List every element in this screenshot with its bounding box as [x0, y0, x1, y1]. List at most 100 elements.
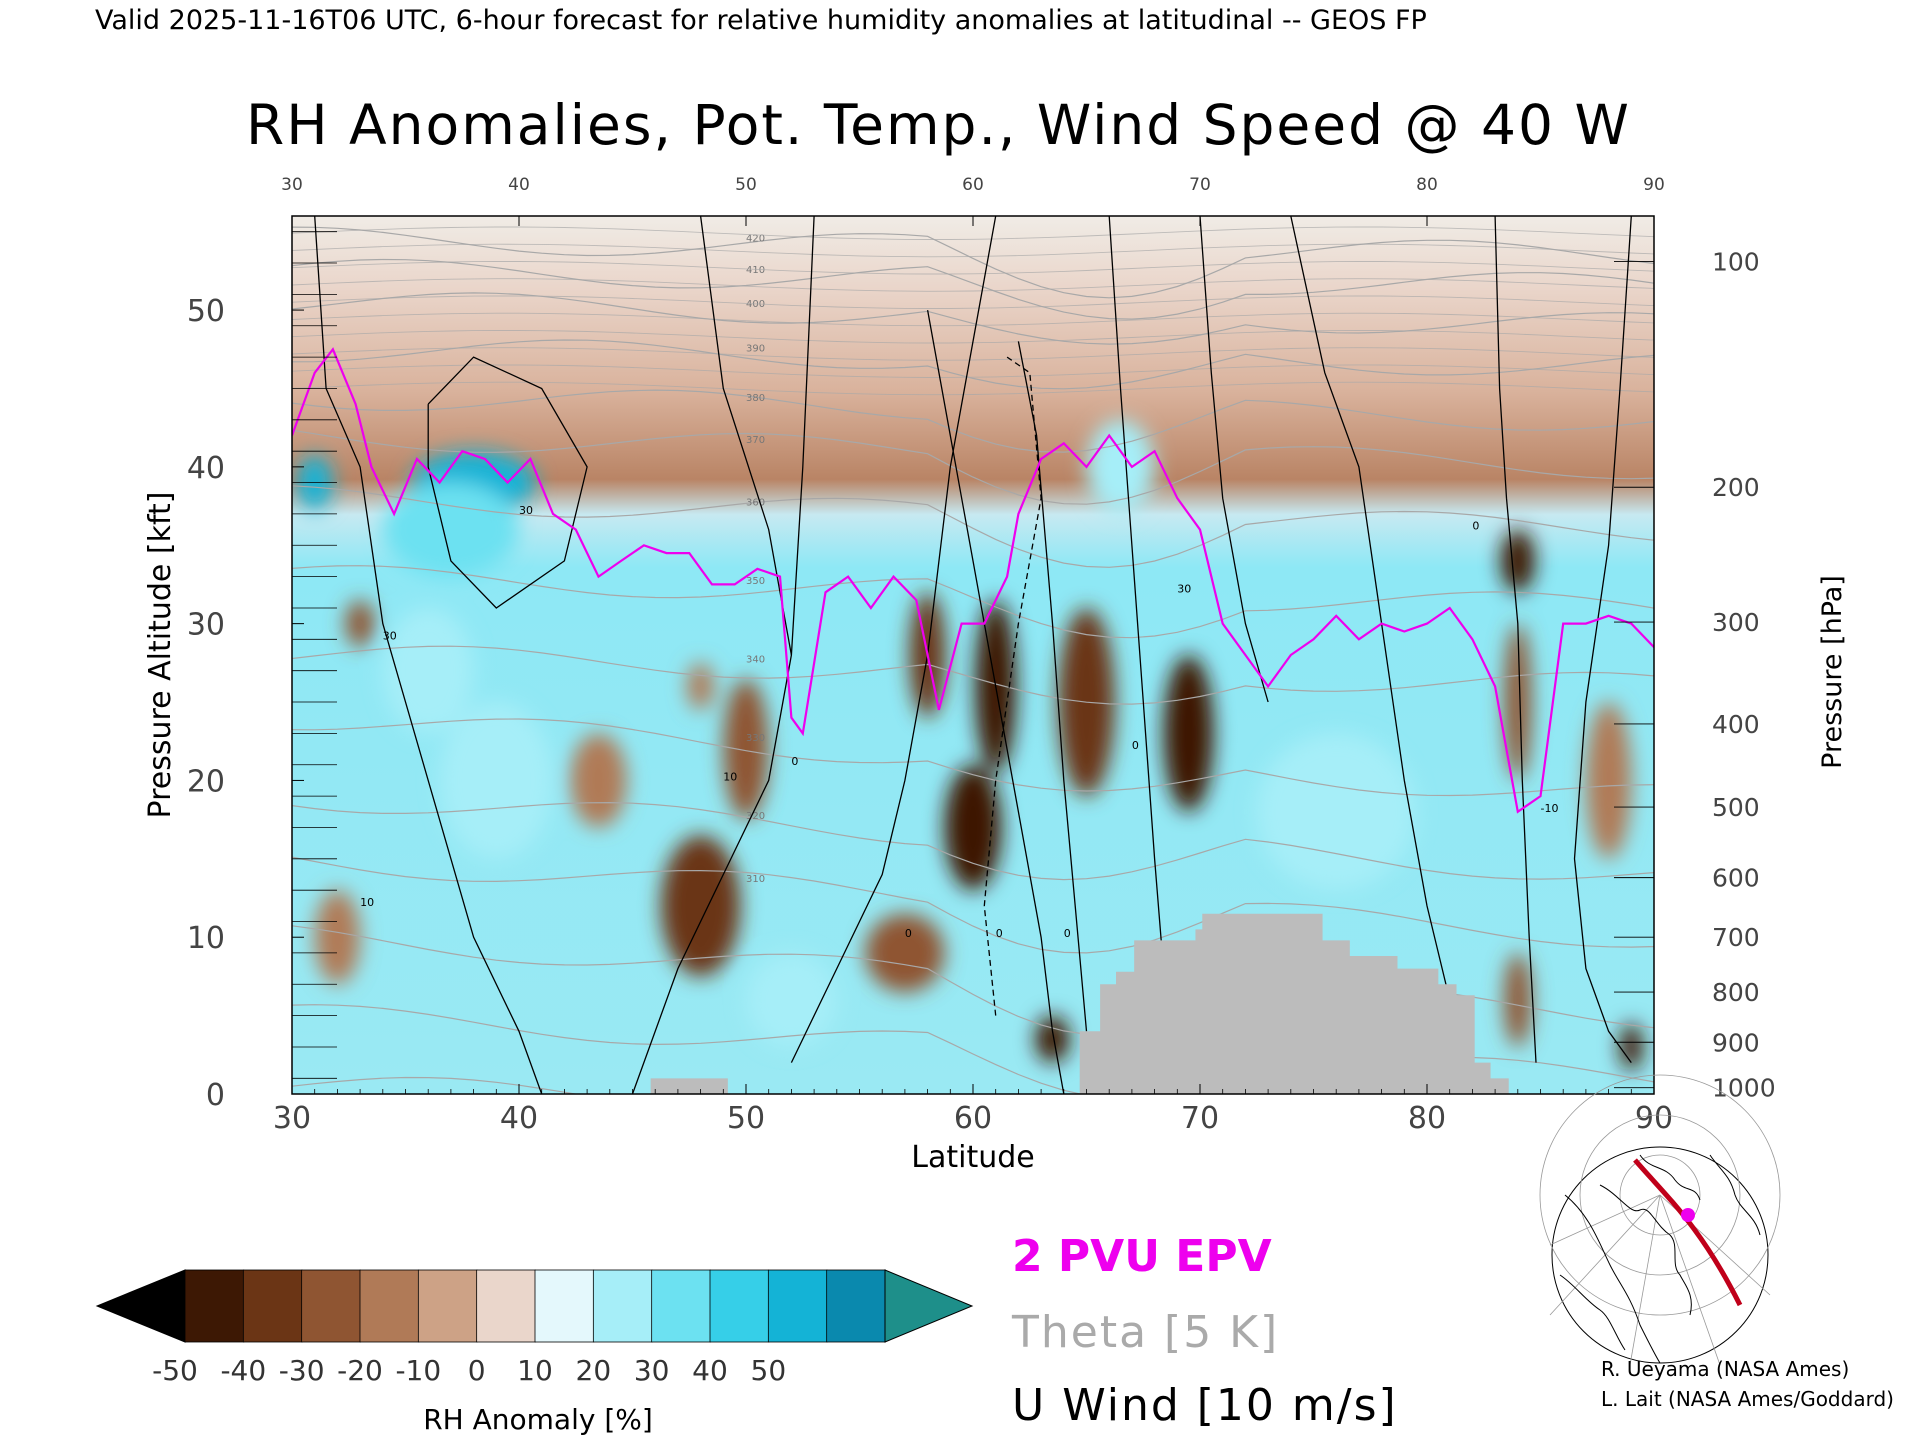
- locator-map-section-line: [1633, 1158, 1743, 1307]
- theta-label-410: 410: [746, 265, 765, 276]
- rh-anomaly-region-15: [865, 913, 945, 993]
- theta-contour-330: [292, 718, 1654, 797]
- theta-contour-340: [292, 645, 1654, 705]
- colorbar-high-arrow: [884, 1269, 974, 1343]
- x-tick-label-70: 70: [1181, 1101, 1219, 1136]
- rh-anomaly-region-7: [686, 662, 715, 710]
- pressure-tick-label-1000: 1000: [1712, 1074, 1776, 1103]
- y-tick-label-20: 20: [187, 764, 225, 799]
- x-top-tick-label-70: 70: [1189, 175, 1211, 195]
- theta-label-330: 330: [746, 733, 765, 744]
- x-tick-label-90: 90: [1635, 1101, 1673, 1136]
- colorbar-tick-20: 20: [576, 1354, 612, 1387]
- tropopause-2pvu-line: [292, 347, 1654, 814]
- theta-label-320: 320: [746, 811, 765, 822]
- theta-label-350: 350: [746, 576, 765, 587]
- x-tick-label-40: 40: [500, 1101, 538, 1136]
- rh-anomaly-region-23: [1256, 733, 1416, 891]
- x-top-tick-label-60: 60: [962, 175, 984, 195]
- theta-label-390: 390: [746, 343, 765, 354]
- pressure-tick-label-900: 900: [1712, 1028, 1760, 1057]
- u-wind-label-8: 30: [1177, 582, 1191, 595]
- colorbar-tick--40: -40: [220, 1354, 266, 1387]
- u-wind-label-0: 30: [383, 629, 397, 642]
- theta-label-360: 360: [746, 498, 765, 509]
- colorbar-bin-8: [651, 1269, 711, 1343]
- pressure-tick-label-800: 800: [1712, 978, 1760, 1007]
- theta-contour-350: [292, 565, 1654, 639]
- theta-label-370: 370: [746, 435, 765, 446]
- y-tick-label-40: 40: [187, 451, 225, 486]
- credit-line-1: R. Ueyama (NASA Ames): [1601, 1357, 1849, 1381]
- u-wind-contour-3: [699, 216, 793, 656]
- colorbar-tick-0: 0: [468, 1354, 486, 1387]
- theta-upper-contour-6: [292, 278, 1654, 292]
- colorbar-bin-11: [826, 1269, 886, 1343]
- pressure-tick-label-100: 100: [1712, 247, 1760, 276]
- theta-upper-contour-4: [292, 312, 1654, 327]
- colorbar-tick--50: -50: [152, 1354, 198, 1387]
- u-wind-contour-10: [1494, 216, 1537, 1063]
- rh-anomaly-region-21: [1619, 1023, 1643, 1071]
- x-tick-label-50: 50: [727, 1101, 765, 1136]
- theta-upper-contour-1: [292, 364, 1654, 378]
- theta-label-400: 400: [746, 299, 765, 310]
- colorbar-bin-1: [242, 1269, 303, 1343]
- colorbar-low-arrow: [95, 1269, 186, 1343]
- y-axis-right-label: Pressure [hPa]: [1817, 575, 1848, 769]
- u-wind-label-3: 0: [791, 755, 798, 768]
- theta-label-380: 380: [746, 393, 765, 404]
- pressure-tick-label-500: 500: [1712, 793, 1760, 822]
- theta-contour-390: [292, 339, 1654, 390]
- theta-upper-contour-5: [292, 295, 1654, 309]
- u-wind-label-1: 30: [519, 504, 533, 517]
- theta-contour-380: [292, 389, 1654, 453]
- locator-map-marker: [1681, 1208, 1695, 1222]
- legend: 2 PVU EPV Theta [5 K] U Wind [10 m/s]: [1011, 1231, 1396, 1431]
- colorbar-tick--10: -10: [395, 1354, 441, 1387]
- colorbar-tick--20: -20: [337, 1354, 383, 1387]
- colorbar-bin-7: [592, 1269, 653, 1343]
- colorbar-bin-2: [301, 1269, 361, 1343]
- theta-label-310: 310: [746, 874, 765, 885]
- theta-contour-310: [292, 856, 1654, 954]
- pressure-tick-label-400: 400: [1712, 710, 1760, 739]
- x-tick-label-80: 80: [1408, 1101, 1446, 1136]
- colorbar-bin-0: [184, 1269, 245, 1343]
- plot-background: [292, 216, 1654, 1094]
- colorbar-tick--30: -30: [279, 1354, 325, 1387]
- x-top-tick-label-50: 50: [735, 175, 757, 195]
- colorbar-tick-40: 40: [692, 1354, 728, 1387]
- u-wind-contour-12: [983, 356, 1042, 1016]
- locator-map-coastlines: [1559, 1154, 1761, 1364]
- theta-contour-370: [292, 429, 1654, 505]
- x-top-tick-label-40: 40: [508, 175, 530, 195]
- theta-label-340: 340: [746, 654, 765, 665]
- x-top-tick-label-90: 90: [1643, 175, 1665, 195]
- legend-theta: Theta [5 K]: [1011, 1307, 1279, 1358]
- u-wind-label-10: -10: [1541, 802, 1559, 815]
- rh-anomaly-region-20: [1585, 702, 1632, 859]
- colorbar-bin-6: [534, 1269, 595, 1343]
- x-top-tick-label-80: 80: [1416, 175, 1438, 195]
- colorbar-bin-4: [417, 1269, 478, 1343]
- y-tick-label-0: 0: [206, 1078, 225, 1113]
- locator-map: [1539, 1074, 1781, 1366]
- x-tick-label-30: 30: [273, 1101, 311, 1136]
- u-wind-label-2: 10: [723, 770, 737, 783]
- rh-anomaly-region-5: [439, 702, 554, 859]
- pressure-tick-label-600: 600: [1712, 864, 1760, 893]
- colorbar: -50 -40 -30 -20 -10 0 10 20 30 40 50: [95, 1269, 974, 1387]
- rh-anomaly-region-19: [1504, 952, 1532, 1047]
- y-axis-label: Pressure Altitude [kft]: [143, 492, 178, 819]
- u-wind-contour-5: [926, 309, 1065, 1094]
- rh-anomaly-field: [296, 419, 1643, 1071]
- u-wind-label-9: 0: [1472, 520, 1479, 533]
- rh-anomaly-region-18: [1504, 623, 1532, 781]
- u-wind-label-5: 0: [996, 927, 1003, 940]
- theta-contour-420: [292, 226, 1654, 299]
- u-wind-contour-4: [790, 216, 997, 1063]
- x-top-tick-label-30: 30: [281, 175, 303, 195]
- theta-upper-contour-7: [292, 261, 1654, 275]
- axes: 3030404050506060707080809090010203040501…: [187, 175, 1776, 1136]
